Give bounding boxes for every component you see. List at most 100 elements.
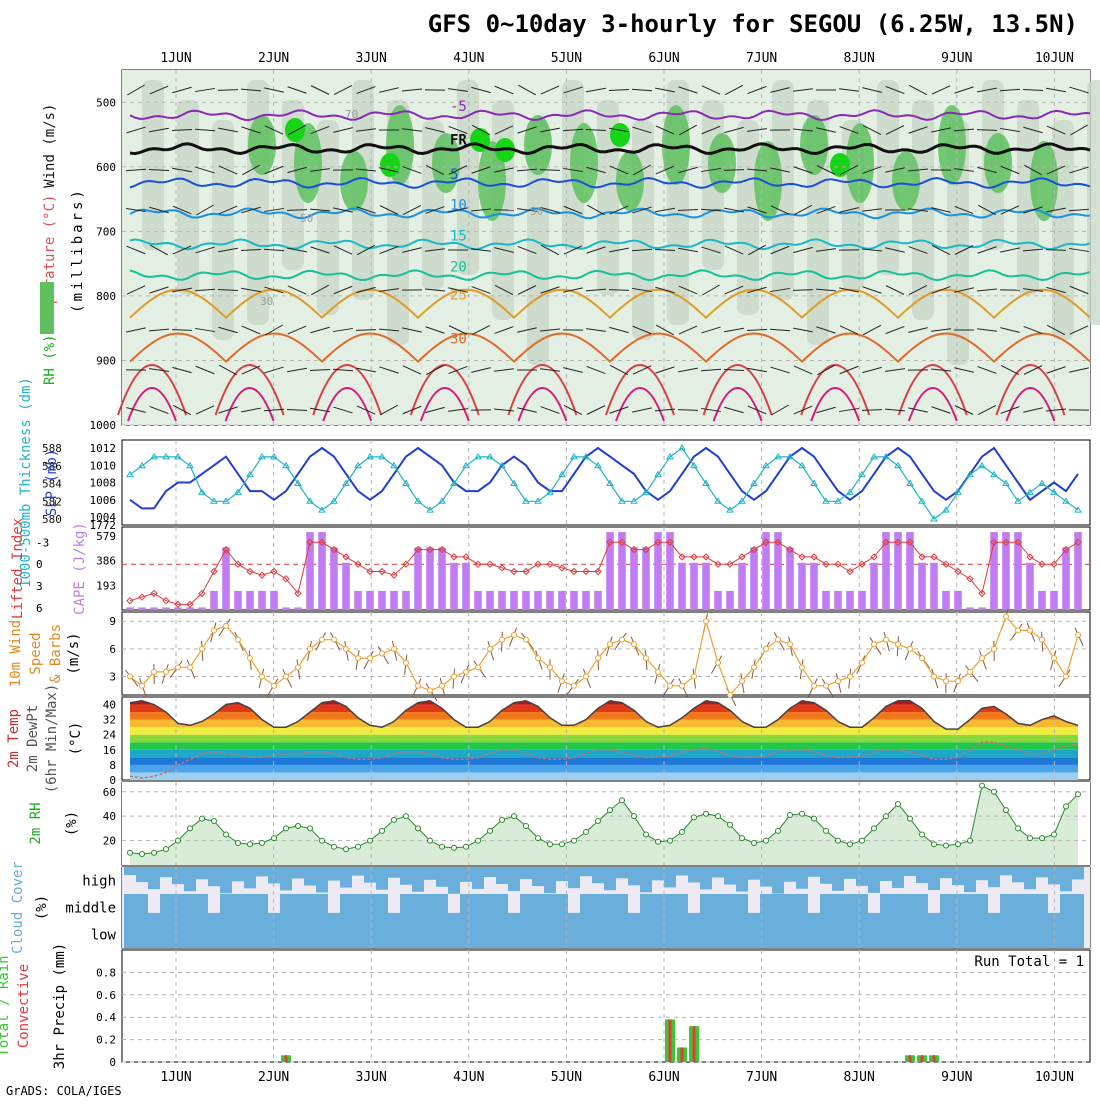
rh-point [152,850,157,855]
rh-contour-label: 70 [345,108,358,121]
wind-barb [977,130,997,131]
cape-bar [630,547,638,610]
cloud-bar-midlow [292,894,304,948]
wind-speed-line [130,617,1078,695]
temp-tick: 16 [103,744,116,757]
cloud-bar-high [184,867,196,891]
cloud-bar-midlow [316,894,328,948]
li-tick: -3 [36,536,49,549]
cloud-bar-midlow [784,894,796,948]
wind-speed-point [884,637,889,642]
wind-speed-point [512,633,517,638]
cloud-bar-high [880,867,892,881]
cloud-bar-midlow [520,894,532,948]
rh-point [140,852,145,857]
cape-bar [1050,591,1058,610]
cloud-bar-high [1036,867,1048,877]
rh-shade-mid [1052,120,1074,340]
cloud-bar-midlow [772,894,784,948]
cape-tick: 193 [96,579,116,592]
rh-point [776,828,781,833]
cloud-gap [508,894,520,913]
cape-bar [666,532,674,610]
cape-bar [270,591,278,610]
rh-point [896,801,901,806]
isotherm-label: 30 [450,332,467,348]
rh-point [560,842,565,847]
isotherm-label: 20 [450,259,467,275]
wind-speed-point [824,683,829,688]
rh-point [656,839,661,844]
legend-total-rain: Total / Rain [0,955,12,1056]
cape-bar [642,547,650,610]
temp-label-line: (6hr Min/Max) [44,684,60,794]
cloud-bar-high [712,867,724,878]
rh-point [1016,826,1021,831]
precip-bar-convective [669,1019,672,1062]
cape-label: CAPE (J/kg) [72,522,88,615]
cloud-bar-midlow [160,894,172,948]
cloud-bar-high [292,867,304,879]
precip-bar-convective [921,1055,924,1062]
cape-bar [702,563,710,610]
wind-speed-point [956,679,961,684]
cape-bar [426,547,434,610]
cloud-bar-midlow [412,894,424,948]
rh-shade-bright [380,153,400,177]
rh-shade-bright [610,123,630,147]
wind-speed-point [704,619,709,624]
cloud-bar-high [616,867,628,878]
cloud-layer-label: high [82,874,116,890]
wind-speed-point [200,646,205,651]
rh-point [356,844,361,849]
rh-point [632,814,637,819]
cloud-bar-midlow [232,894,244,948]
wind-speed-point [692,674,697,679]
cloud-bar-midlow [916,894,928,948]
cloud-gap [388,894,400,913]
cloud-bar-midlow [592,894,604,948]
precip-bar-convective [681,1047,684,1062]
temp-label-line: 2m DewPt [25,705,41,772]
wind-barb [540,170,560,171]
wind-speed-point [968,669,973,674]
cape-bar [198,607,206,610]
cloud-bar-high [604,867,616,890]
cloud-bar-high [220,867,232,893]
cloud-bar-midlow [1072,894,1084,948]
wind-speed-point [128,674,133,679]
cloud-bar-high [316,867,328,892]
cape-bar [1002,532,1010,610]
rh-point [428,838,433,843]
cloud-bar-midlow [196,894,208,948]
cloud-gap [628,894,640,913]
cloud-bar-high [1000,867,1012,875]
wind-speed-point [452,674,457,679]
cape-bar [570,591,578,610]
cape-bar [162,607,170,610]
pressure-tick: 500 [96,96,116,109]
cloud-bar-midlow [172,894,184,948]
cloud-bar-midlow [256,894,268,948]
cloud-bar-midlow [280,894,292,948]
wind-speed-point [320,637,325,642]
cape-bar [750,547,758,610]
rh-point [128,850,133,855]
cape-tick: 386 [96,555,116,568]
cloud-bar-high [664,867,676,887]
wind-speed-point [344,646,349,651]
upper-air-ylabel: RH (%)Temperature (°C)Wind (m/s)(milliba… [42,104,86,385]
wind-speed-point [260,674,265,679]
cloud-bar-high [340,867,352,888]
cloud-gap [748,894,760,913]
rh-shade-bright [285,118,305,142]
rh-point [764,838,769,843]
cloud-bar-high [412,867,424,892]
cloud-bar-high [364,867,376,883]
cloud-bar-high [628,867,640,885]
pressure-tick: 800 [96,290,116,303]
rh-point [944,843,949,848]
